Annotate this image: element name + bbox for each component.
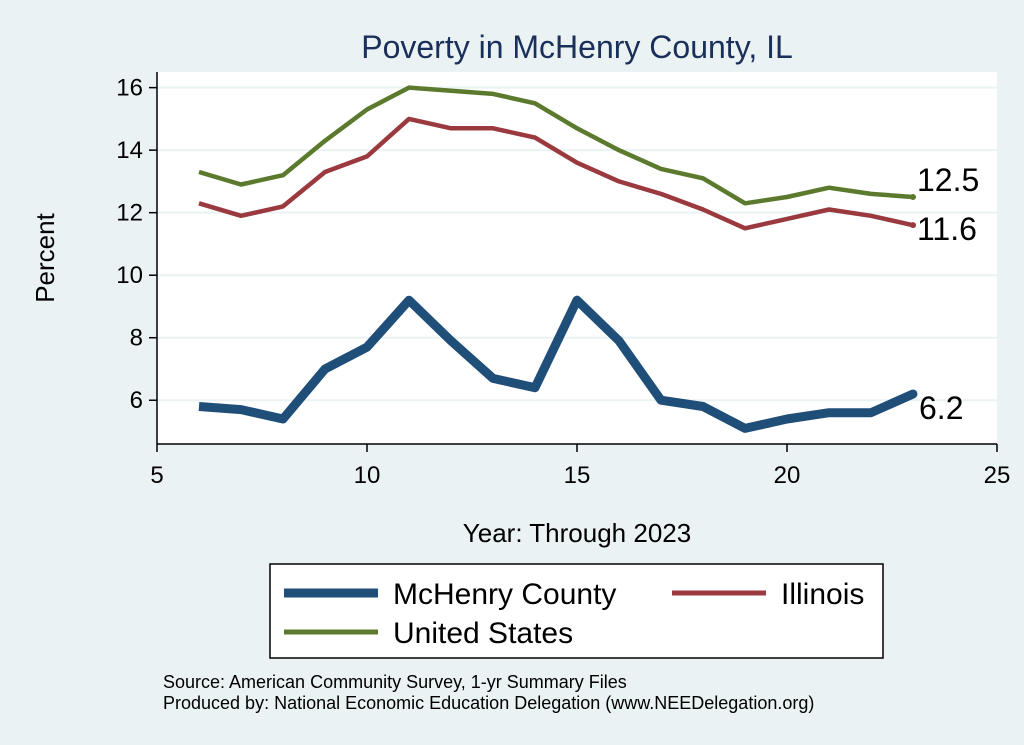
y-tick-label: 12 [116, 200, 143, 227]
producer-note: Produced by: National Economic Education… [163, 693, 814, 713]
y-tick-label: 16 [116, 75, 143, 102]
y-tick-label: 8 [130, 325, 143, 352]
line-united-states [198, 85, 914, 206]
source-note: Source: American Community Survey, 1-yr … [163, 672, 627, 692]
legend-label-mchenry: McHenry County [393, 578, 616, 611]
x-ticks: 5 10 15 20 25 [150, 444, 1010, 489]
end-label-illinois: 11.6 [917, 211, 977, 247]
end-label-mchenry-county: 6.2 [919, 390, 963, 426]
y-axis-title: Percent [30, 212, 60, 302]
end-labels: 6.2 11.6 12.5 [917, 162, 979, 426]
y-ticks: 6 8 10 12 14 16 [116, 75, 157, 414]
y-tick-label: 14 [116, 137, 143, 164]
line-united-states-end-point [910, 194, 916, 201]
legend-box [269, 563, 884, 659]
end-label-united-states: 12.5 [917, 162, 979, 198]
line-mchenry-county-end-point [908, 389, 918, 399]
x-tick-label: 25 [984, 462, 1011, 489]
plot-area [157, 72, 997, 444]
legend-label-united-states: United States [393, 617, 573, 650]
x-axis-title: Year: Through 2023 [463, 518, 691, 548]
legend-label-illinois: Illinois [781, 578, 864, 611]
y-tick-label: 6 [130, 387, 143, 414]
line-illinois [198, 116, 914, 231]
series-lines [198, 85, 918, 433]
x-tick-label: 5 [150, 462, 163, 489]
line-illinois-end-point [910, 222, 916, 229]
y-tick-label: 10 [116, 262, 143, 289]
line-mchenry-county [198, 295, 915, 433]
x-tick-label: 15 [564, 462, 591, 489]
x-tick-label: 10 [354, 462, 381, 489]
chart-title: Poverty in McHenry County, IL [361, 29, 793, 65]
x-tick-label: 20 [774, 462, 801, 489]
